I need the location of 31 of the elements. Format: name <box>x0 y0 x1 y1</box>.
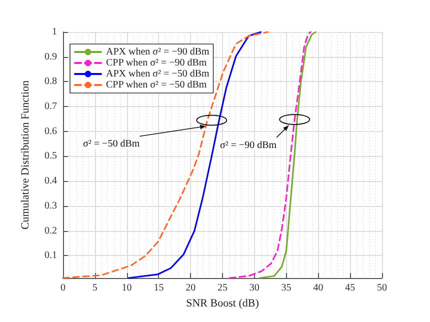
y-tick-label: 0.1 <box>44 250 57 262</box>
line-series <box>258 31 316 279</box>
legend-label: CPP when σ² = −90 dBm <box>106 58 207 68</box>
x-tick-label: 25 <box>218 282 228 294</box>
annotation: σ² = −50 dBm <box>83 138 140 150</box>
y-tick-label: 0.6 <box>44 126 57 137</box>
x-tick-label: 35 <box>281 282 292 294</box>
legend-label: APX when σ² = −50 dBm <box>106 68 210 80</box>
y-tick-label: 0.8 <box>44 76 57 88</box>
x-tick-label: 30 <box>249 282 260 294</box>
x-tick-label: 10 <box>122 282 132 294</box>
annotation: σ² = −90 dBm <box>220 140 277 151</box>
legend-label: CPP when σ² = −50 dBm <box>106 80 207 90</box>
y-tick-label: 0.9 <box>44 51 57 62</box>
x-tick-label: 0 <box>60 282 66 294</box>
y-tick-label: 0.7 <box>44 101 57 112</box>
x-axis-title: SNR Boost (dB) <box>186 298 260 310</box>
y-tick-label: 0.4 <box>44 176 57 187</box>
y-tick-label: 0.2 <box>44 225 57 236</box>
y-tick-label: 1 <box>52 26 57 38</box>
y-tick-label: 0.3 <box>44 200 57 212</box>
x-tick-label: 45 <box>345 282 356 294</box>
y-tick-label: 0.5 <box>44 150 57 162</box>
x-tick-label: 50 <box>377 282 387 294</box>
x-tick-label: 40 <box>313 282 324 294</box>
line-series <box>228 31 312 279</box>
x-tick-label: 15 <box>154 282 164 294</box>
y-axis-title: Cumulative Distribution Function <box>20 80 32 230</box>
legend-label: APX when σ² = −90 dBm <box>106 46 210 58</box>
x-tick-label: 5 <box>92 282 98 294</box>
x-tick-label: 20 <box>186 282 196 294</box>
